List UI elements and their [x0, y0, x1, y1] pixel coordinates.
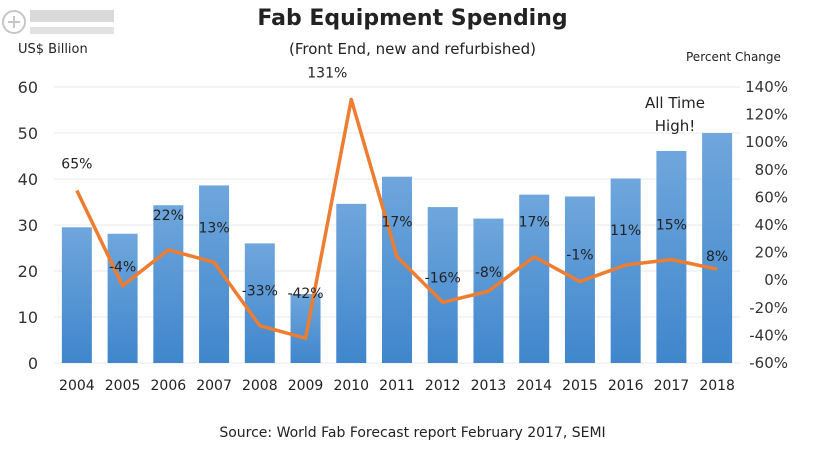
- data-label-2018: 8%: [706, 249, 728, 265]
- x-tick-label: 2010: [333, 378, 369, 394]
- x-tick-label: 2011: [379, 378, 415, 394]
- percent-change-line: [75, 97, 718, 340]
- x-tick-label: 2009: [288, 378, 324, 394]
- y2-tick-label: -20%: [749, 299, 788, 317]
- y2-tick-label: 120%: [745, 106, 788, 124]
- bar-2004: [61, 227, 92, 363]
- bar-2014: [519, 194, 550, 363]
- y-axis-label: US$ Billion: [18, 42, 88, 57]
- bar-2010: [336, 203, 367, 363]
- data-label-2007: 13%: [199, 220, 230, 236]
- x-tick-label: 2008: [242, 378, 278, 394]
- watermark-logo: [2, 10, 114, 34]
- y2-tick-label: 0%: [764, 271, 788, 289]
- bar-2006: [153, 205, 184, 363]
- bar-2016: [610, 178, 641, 363]
- data-label-2005: -4%: [109, 260, 136, 276]
- y2-tick-label: -60%: [749, 354, 788, 372]
- chart-title: Fab Equipment Spending: [257, 6, 568, 31]
- bar-2011: [382, 176, 412, 363]
- chart-subtitle: (Front End, new and refurbished): [289, 40, 536, 58]
- y-tick-label: 60: [18, 78, 38, 97]
- x-tick-label: 2004: [59, 378, 95, 394]
- bar-2018: [702, 133, 733, 363]
- data-label-2016: 11%: [610, 223, 641, 239]
- data-label-2017: 15%: [656, 218, 687, 234]
- bar-2008: [244, 243, 275, 363]
- x-tick-label: 2015: [562, 378, 598, 394]
- x-tick-label: 2017: [654, 378, 690, 394]
- bar-2017: [656, 150, 687, 363]
- y-tick-label: 20: [18, 262, 38, 281]
- y2-tick-label: 140%: [745, 78, 788, 96]
- data-label-2015: -1%: [566, 248, 593, 264]
- y-tick-label: 30: [18, 216, 38, 235]
- data-label-2006: 22%: [153, 208, 184, 224]
- annotation-line-1: All Time: [645, 94, 705, 112]
- x-tick-label: 2012: [425, 378, 461, 394]
- x-tick-label: 2016: [608, 378, 644, 394]
- x-tick-label: 2018: [699, 378, 735, 394]
- x-tick-label: 2014: [516, 378, 552, 394]
- data-label-2008: -33%: [242, 284, 278, 300]
- y-tick-label: 40: [18, 170, 38, 189]
- data-label-2014: 17%: [519, 215, 550, 231]
- y2-tick-label: 60%: [755, 188, 788, 206]
- x-tick-label: 2005: [105, 378, 141, 394]
- data-label-2009: -42%: [287, 286, 323, 302]
- bar-2005: [107, 233, 138, 363]
- annotation-line-2: High!: [655, 117, 696, 135]
- data-label-2004: 65%: [61, 157, 92, 173]
- y-tick-label: 10: [18, 308, 38, 327]
- y2-tick-label: 80%: [755, 161, 788, 179]
- x-tick-label: 2006: [151, 378, 187, 394]
- source-note: Source: World Fab Forecast report Februa…: [219, 425, 606, 441]
- y2-tick-label: -40%: [749, 326, 788, 344]
- data-label-2011: 17%: [381, 215, 412, 231]
- y2-tick-label: 20%: [755, 244, 788, 262]
- x-tick-label: 2007: [196, 378, 232, 394]
- bar-2012: [427, 207, 458, 363]
- data-label-2010: 131%: [307, 65, 347, 81]
- y2-axis-label: Percent Change: [686, 50, 781, 64]
- x-tick-label: 2013: [471, 378, 507, 394]
- y-tick-label: 50: [18, 124, 38, 143]
- y-tick-label: 0: [28, 354, 38, 373]
- y2-tick-label: 100%: [745, 133, 788, 151]
- bar-2009: [290, 294, 321, 363]
- data-label-2013: -8%: [475, 265, 502, 281]
- y2-tick-label: 40%: [755, 216, 788, 234]
- data-label-2012: -16%: [425, 270, 461, 286]
